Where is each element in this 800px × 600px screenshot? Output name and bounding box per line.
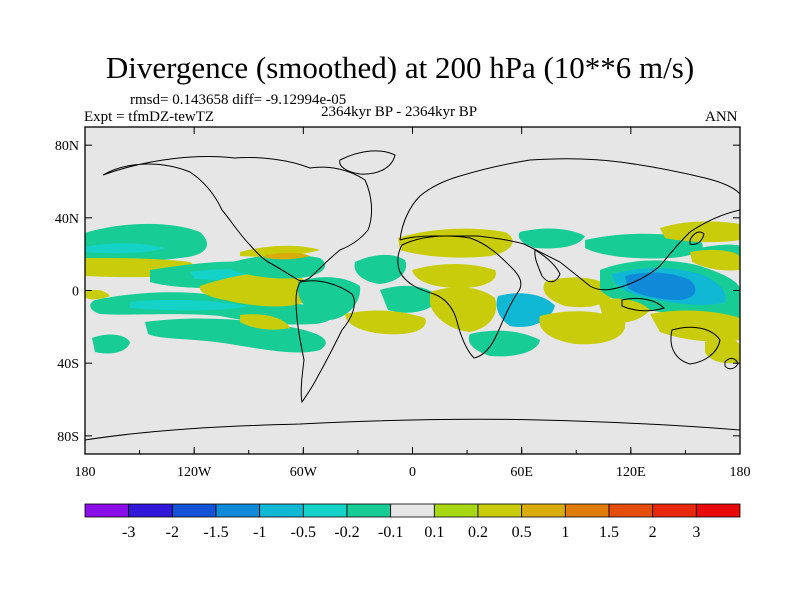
- field-contour-spac-core1: [130, 299, 250, 311]
- y-tick-label: 0: [72, 285, 79, 300]
- x-tick-label: 60E: [510, 465, 533, 480]
- colorbar-swatch: [433, 503, 479, 518]
- field-contour-camerica: [199, 271, 312, 307]
- field-contour-tasman: [705, 338, 740, 364]
- coastlines: [85, 150, 740, 441]
- north-america-coast: [102, 156, 373, 282]
- colorbar-swatch: [564, 503, 610, 518]
- colorbar-swatch: [346, 503, 392, 518]
- field-contour-spac-blob: [92, 334, 130, 354]
- colorbar-swatch: [695, 503, 741, 518]
- australia-coast: [670, 326, 721, 365]
- colorbar-label: -3: [122, 524, 135, 541]
- divergence-field: [85, 221, 740, 364]
- colorbar-label: 0.2: [468, 524, 488, 541]
- field-contour-spcz: [650, 310, 740, 342]
- field-contour-maritime: [598, 298, 650, 323]
- colorbar-swatch: [390, 503, 435, 518]
- field-contour-atl-eq: [380, 285, 440, 313]
- season-label: ANN: [705, 109, 738, 125]
- colorbar-label: 0.5: [512, 524, 532, 541]
- colorbar-label: 1.5: [599, 524, 619, 541]
- borneo-coast: [621, 297, 665, 312]
- india-coast: [534, 249, 561, 283]
- y-tick-label: 40N: [55, 212, 79, 227]
- field-contour-npac-inner: [85, 243, 165, 254]
- colorbar-label: 2: [649, 524, 657, 541]
- colorbar-swatch: [215, 503, 261, 518]
- field-contour-indian-s: [539, 311, 626, 345]
- field-contour-indian-n: [543, 277, 615, 308]
- colorbar-label: -1: [253, 524, 266, 541]
- field-contour-natl-core: [265, 252, 310, 260]
- colorbar-swatch: [171, 503, 217, 518]
- field-contour-satl: [345, 310, 426, 335]
- greenland-coast: [339, 150, 396, 175]
- y-axis: 80N 40N 0 40S 80S: [55, 139, 740, 445]
- antarctica-coast: [85, 418, 740, 441]
- field-contour-congo: [430, 287, 497, 332]
- field-contour-gulf: [232, 254, 326, 279]
- colorbar-label: -0.2: [334, 524, 359, 541]
- colorbar-swatch: [128, 503, 173, 518]
- x-tick-label: 60W: [290, 465, 318, 480]
- colorbar-label: 1: [561, 524, 569, 541]
- x-tick-label: 120W: [177, 465, 212, 480]
- colorbar-label: -0.5: [291, 524, 316, 541]
- colorbar-swatch: [477, 503, 523, 518]
- eurasia-coast: [399, 158, 740, 291]
- colorbar: -3 -2 -1.5 -1 -0.5 -0.2 -0.1 0.1 0.2 0.5 1 1.5 2 3: [84, 503, 741, 541]
- colorbar-swatch: [608, 503, 654, 518]
- x-tick-label: 180: [75, 465, 96, 480]
- colorbar-swatch: [259, 503, 304, 518]
- field-contour-dateline: [85, 289, 110, 300]
- x-axis: 180 120W 60W 0 60E 120E 180: [75, 127, 751, 480]
- y-tick-label: 80S: [57, 430, 79, 445]
- x-tick-label: 120E: [616, 465, 646, 480]
- field-contour-china: [585, 233, 703, 259]
- x-tick-label: 0: [409, 465, 416, 480]
- field-contour-subtrop-w: [690, 249, 740, 271]
- colorbar-swatch: [652, 503, 697, 518]
- colorbar-label: -2: [166, 524, 179, 541]
- colorbar-label: -0.1: [378, 524, 403, 541]
- field-contour-arabia: [518, 228, 585, 249]
- period-label: 2364kyr BP - 2364kyr BP: [321, 104, 478, 120]
- south-america-coast: [295, 280, 355, 404]
- y-tick-label: 40S: [57, 357, 79, 372]
- colorbar-swatch: [302, 503, 348, 518]
- field-contour-atl-n: [354, 254, 407, 284]
- field-contour-npac-west: [85, 223, 208, 261]
- chart-title: Divergence (smoothed) at 200 hPa (10**6 …: [105, 50, 695, 85]
- field-contour-wpac-core: [625, 272, 696, 300]
- africa-coast: [397, 235, 522, 359]
- colorbar-label: 3: [692, 524, 700, 541]
- colorbar-swatch: [521, 503, 566, 518]
- colorbar-label: -1.5: [203, 524, 228, 541]
- experiment-label: Expt = tfmDZ-tewTZ: [84, 109, 215, 125]
- field-contour-sahel: [412, 264, 496, 288]
- colorbar-swatch: [84, 503, 130, 518]
- y-tick-label: 80N: [55, 139, 79, 154]
- field-contour-samerica: [298, 277, 361, 320]
- japan-coast: [689, 231, 705, 245]
- x-tick-label: 180: [730, 465, 751, 480]
- colorbar-label: 0.1: [424, 524, 444, 541]
- new-zealand-coast: [724, 357, 739, 370]
- field-contour-spac-pos: [240, 314, 290, 330]
- stats-label: rmsd= 0.143658 diff= -9.12994e-05: [130, 92, 347, 108]
